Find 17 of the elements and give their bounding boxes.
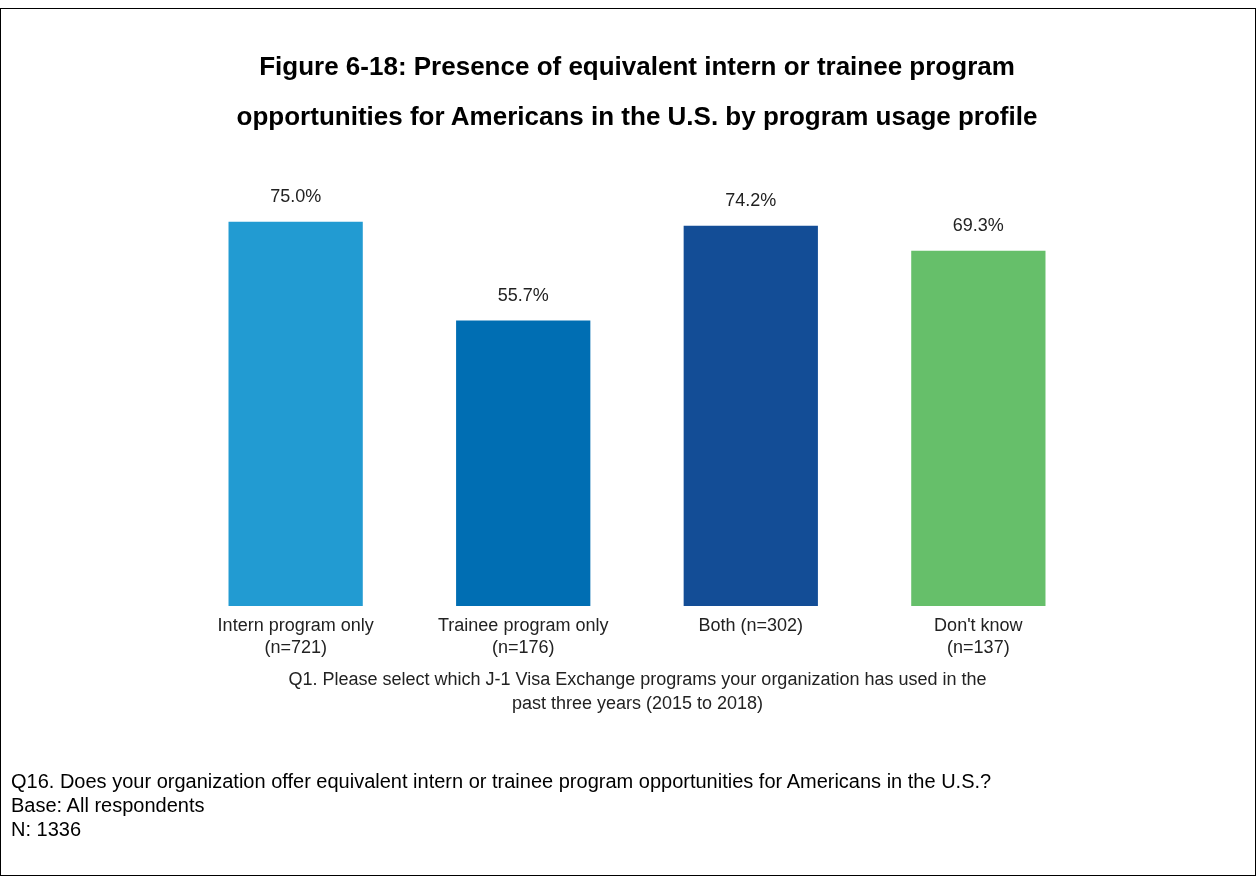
data-label: 55.7% [497,284,549,305]
data-label: 75.0% [270,185,322,206]
data-label: 74.2% [725,189,777,210]
x-tick-label: Both (n=302) [698,614,804,635]
text: N: 1336 [11,817,83,841]
chart-title: Figure 6-18: Presence of equivalent intern or trainee program opportunities for Americans in the U.S. by program usage profile [236,50,1038,131]
x-tick-label: Don't know (n=137) [934,614,1024,657]
x-axis-title: Q1. Please select which J-1 Visa Exchange programs your organization has used in the past three years (2015 to 2018) [288,668,987,713]
x-tick-label: Intern program only (n=721) [217,614,374,657]
text: Base: All respondents [11,793,206,817]
bar [683,225,818,606]
text: Q16. Does your organization offer equivalent intern or trainee program opportunities for Americans in the U.S.? [11,769,992,793]
bar [456,320,591,606]
data-label: 69.3% [952,214,1004,235]
bar [911,250,1046,606]
bar [228,221,363,606]
x-tick-label: Trainee program only (n=176) [438,614,609,657]
